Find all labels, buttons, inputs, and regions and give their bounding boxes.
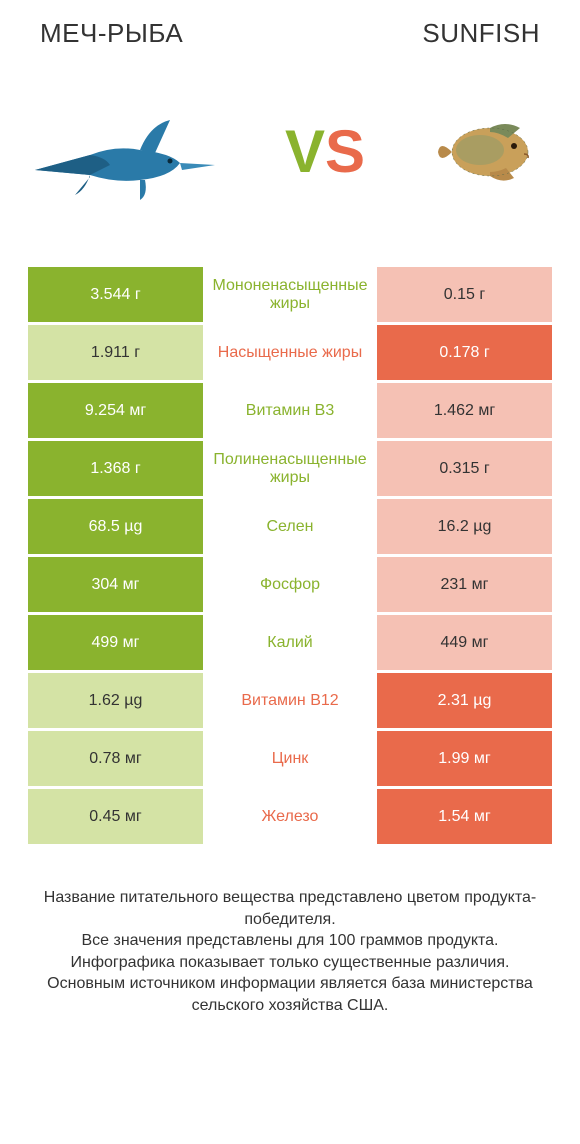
footer-line: Основным источником информации является … (30, 973, 550, 1016)
nutrient-label: Калий (203, 615, 377, 670)
right-value: 449 мг (377, 615, 552, 670)
table-row: 68.5 µgСелен16.2 µg (28, 499, 552, 554)
left-value: 68.5 µg (28, 499, 203, 554)
right-title: Sunfish (422, 18, 540, 49)
header: Меч-рыба Sunfish (0, 0, 580, 57)
nutrient-label: Витамин B12 (203, 673, 377, 728)
left-value: 3.544 г (28, 267, 203, 322)
table-row: 1.62 µgВитамин B122.31 µg (28, 673, 552, 728)
table-row: 1.368 гПолиненасыщенные жиры0.315 г (28, 441, 552, 496)
nutrient-label: Селен (203, 499, 377, 554)
vs-s: S (325, 122, 365, 182)
table-row: 0.78 мгЦинк1.99 мг (28, 731, 552, 786)
nutrient-label: Витамин B3 (203, 383, 377, 438)
hero-section: V S (0, 57, 580, 267)
nutrient-label: Полиненасыщенные жиры (203, 441, 377, 496)
nutrient-label: Цинк (203, 731, 377, 786)
footer-line: Все значения представлены для 100 граммо… (30, 930, 550, 952)
right-value: 1.99 мг (377, 731, 552, 786)
left-title: Меч-рыба (40, 18, 183, 49)
comparison-table: 3.544 гМононенасыщенные жиры0.15 г1.911 … (0, 267, 580, 844)
table-row: 9.254 мгВитамин B31.462 мг (28, 383, 552, 438)
right-value: 1.462 мг (377, 383, 552, 438)
left-value: 1.62 µg (28, 673, 203, 728)
right-value: 16.2 µg (377, 499, 552, 554)
nutrient-label: Мононенасыщенные жиры (203, 267, 377, 322)
left-value: 1.368 г (28, 441, 203, 496)
left-value: 304 мг (28, 557, 203, 612)
footer-notes: Название питательного вещества представл… (0, 847, 580, 1017)
table-row: 304 мгФосфор231 мг (28, 557, 552, 612)
table-row: 3.544 гМононенасыщенные жиры0.15 г (28, 267, 552, 322)
table-row: 0.45 мгЖелезо1.54 мг (28, 789, 552, 844)
left-value: 0.78 мг (28, 731, 203, 786)
footer-line: Название питательного вещества представл… (30, 887, 550, 930)
sunfish-icon (430, 110, 550, 195)
right-value: 2.31 µg (377, 673, 552, 728)
left-value: 1.911 г (28, 325, 203, 380)
right-value: 0.178 г (377, 325, 552, 380)
left-value: 0.45 мг (28, 789, 203, 844)
footer-line: Инфографика показывает только существенн… (30, 952, 550, 974)
right-value: 0.315 г (377, 441, 552, 496)
nutrient-label: Фосфор (203, 557, 377, 612)
swordfish-icon (30, 95, 220, 210)
vs-label: V S (285, 122, 365, 182)
left-value: 9.254 мг (28, 383, 203, 438)
nutrient-label: Насыщенные жиры (203, 325, 377, 380)
right-value: 1.54 мг (377, 789, 552, 844)
vs-v: V (285, 122, 325, 182)
right-value: 0.15 г (377, 267, 552, 322)
nutrient-label: Железо (203, 789, 377, 844)
right-value: 231 мг (377, 557, 552, 612)
left-value: 499 мг (28, 615, 203, 670)
table-row: 1.911 гНасыщенные жиры0.178 г (28, 325, 552, 380)
table-row: 499 мгКалий449 мг (28, 615, 552, 670)
